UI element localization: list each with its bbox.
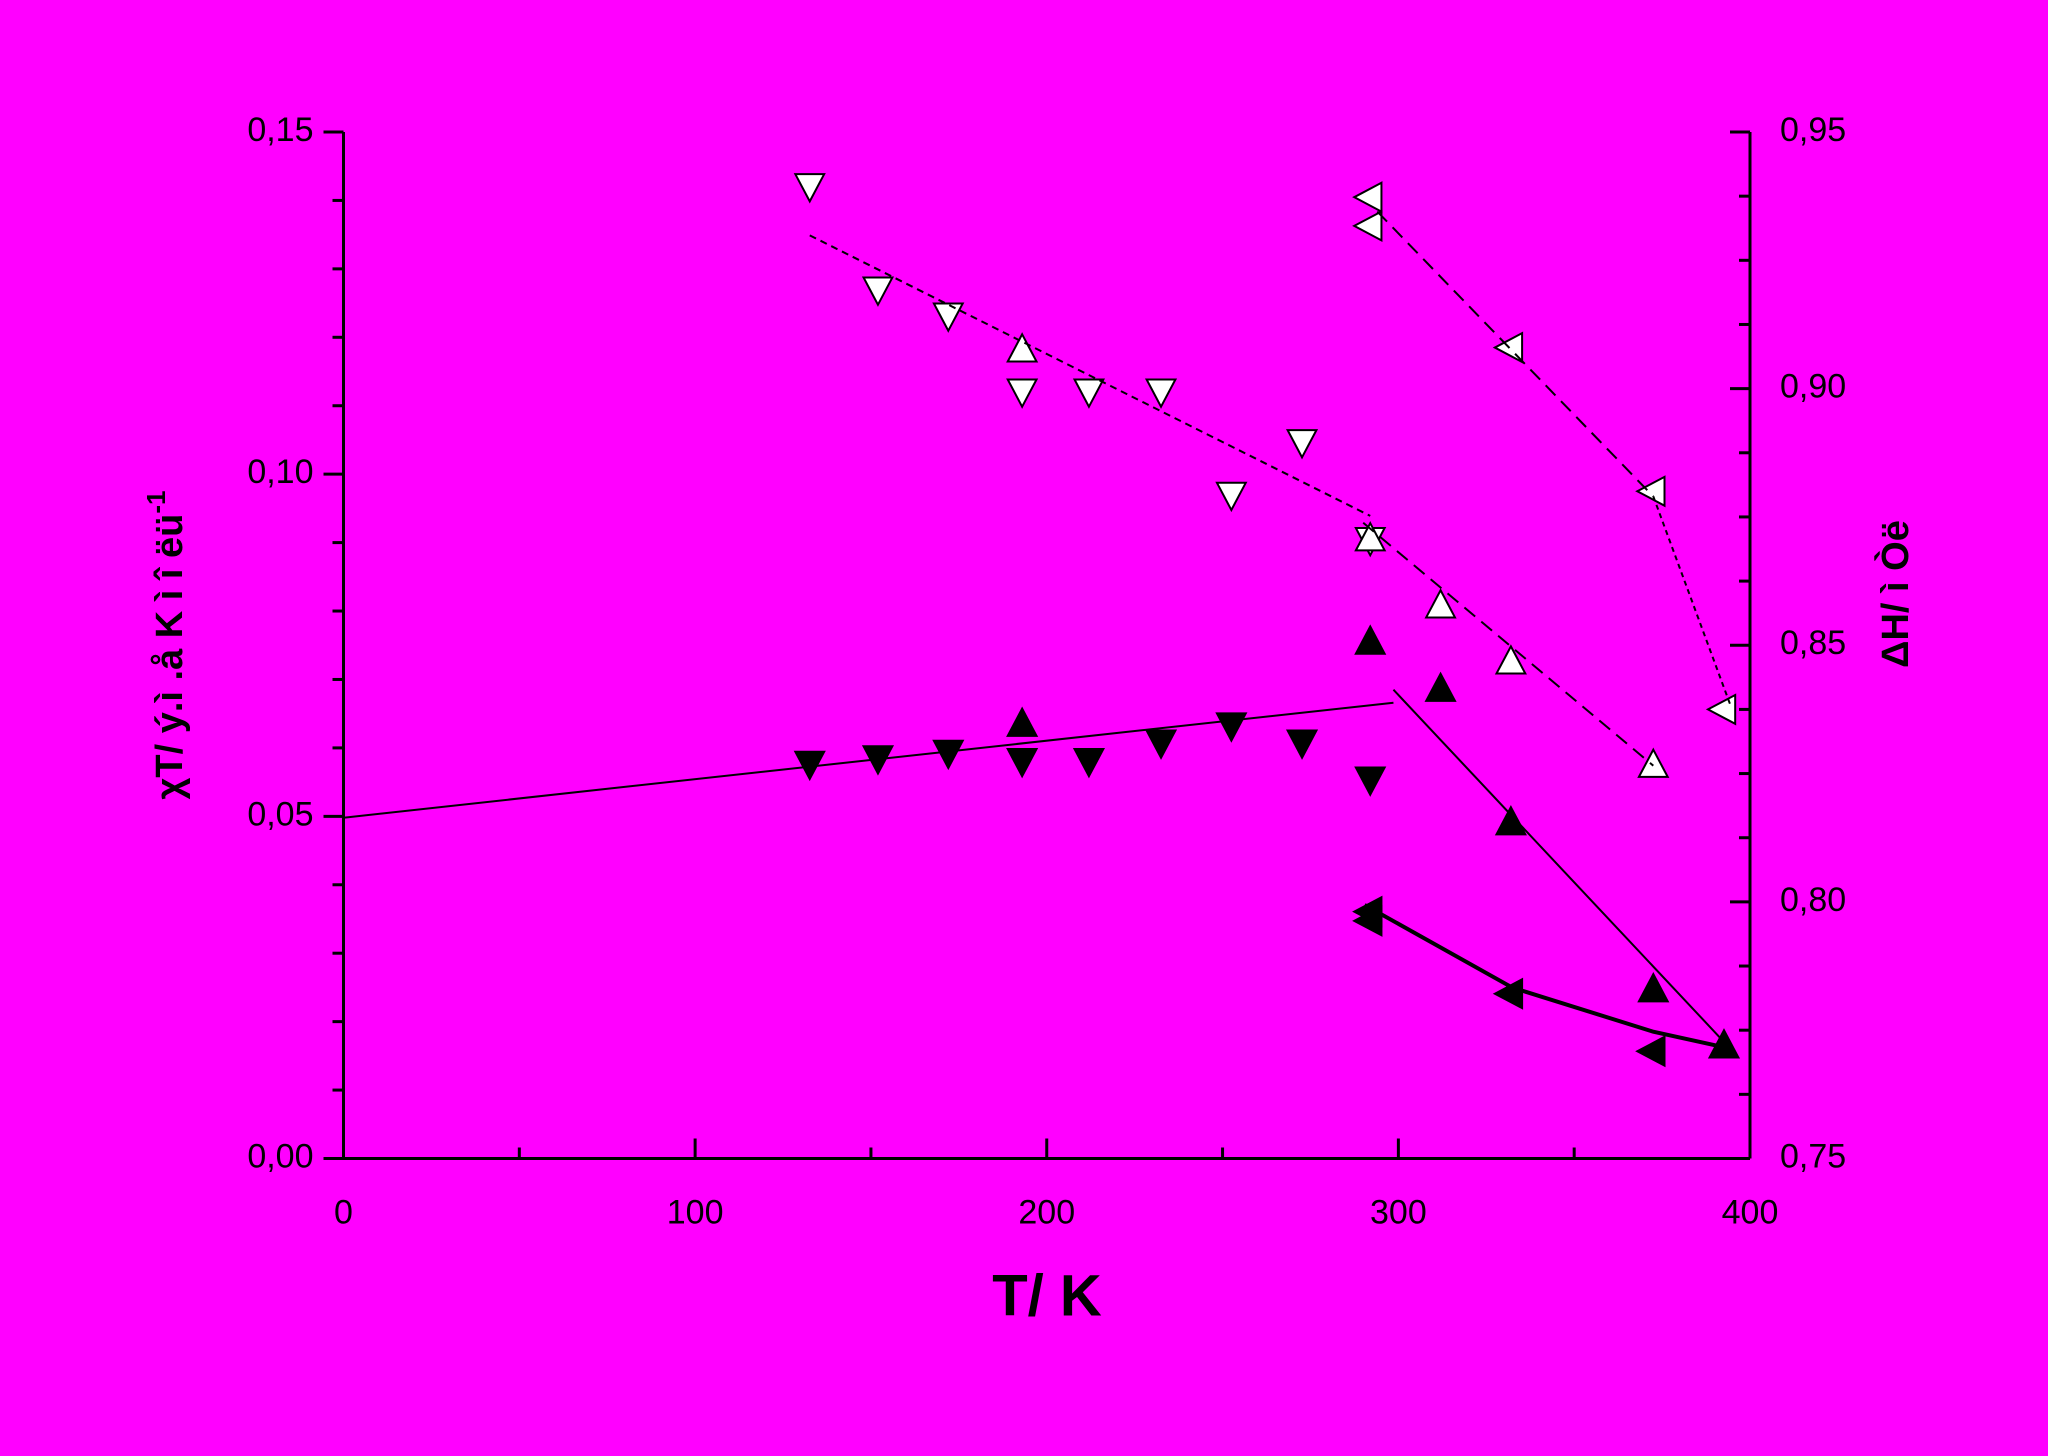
fit-line [1363,903,1732,1051]
y2-tick-label: 0,85 [1780,624,1846,662]
marker [861,276,895,307]
marker [1637,747,1670,778]
marker [1637,972,1670,1003]
fit-line [1652,496,1732,707]
y2-tick-label: 0,75 [1780,1137,1846,1175]
y2-tick-label: 0,90 [1780,368,1846,406]
y2-tick-label: 0,95 [1780,111,1846,149]
marker [1635,475,1666,508]
x-tick-label: 300 [1370,1193,1427,1231]
x-tick-label: 200 [1018,1193,1075,1231]
marker [1285,429,1319,460]
marker [1424,588,1457,619]
marker [1494,644,1527,675]
x-axis-title: T/ K [992,1263,1102,1328]
fit-line [1362,521,1654,767]
fit-line [1376,210,1655,498]
y-tick-label: 0,10 [247,453,313,491]
marker [1072,748,1106,779]
marker [1352,904,1383,937]
y-axis-title-sup: -1 [141,491,171,514]
marker [1352,209,1383,242]
marker [932,302,965,333]
y-axis-title: χT/ ý.ì .å K ì î ëü-1 [141,491,191,800]
marker [1424,671,1457,702]
marker [1144,729,1178,760]
y2-tick-label: 0,80 [1780,881,1846,919]
marker [793,173,826,204]
y2-axis-title: ΔH/ ì Òë [1873,520,1917,668]
marker [1354,521,1387,552]
marker [932,739,965,771]
marker [1006,706,1039,737]
fit-line [343,701,1394,819]
marker [1354,624,1387,655]
marker [1006,748,1039,779]
marker [1494,805,1527,836]
y-tick-label: 0,00 [247,1137,313,1175]
x-tick-label: 100 [667,1193,724,1231]
marker [1352,181,1383,214]
marker [1635,1035,1666,1068]
marker [1072,378,1106,409]
marker [1144,378,1178,409]
y-axis-title-text: χT/ ý.ì .å K ì î ëü [149,514,191,800]
marker [1006,332,1039,363]
marker [1006,378,1039,409]
marker [1215,481,1248,513]
x-tick-label: 400 [1722,1193,1779,1231]
marker [1354,766,1387,797]
fit-line [1392,689,1732,1050]
y-tick-label: 0,15 [247,111,313,149]
y-tick-label: 0,05 [247,795,313,833]
marker [1285,729,1319,760]
x-tick-label: 0 [334,1193,353,1231]
fit-line [809,234,1371,517]
